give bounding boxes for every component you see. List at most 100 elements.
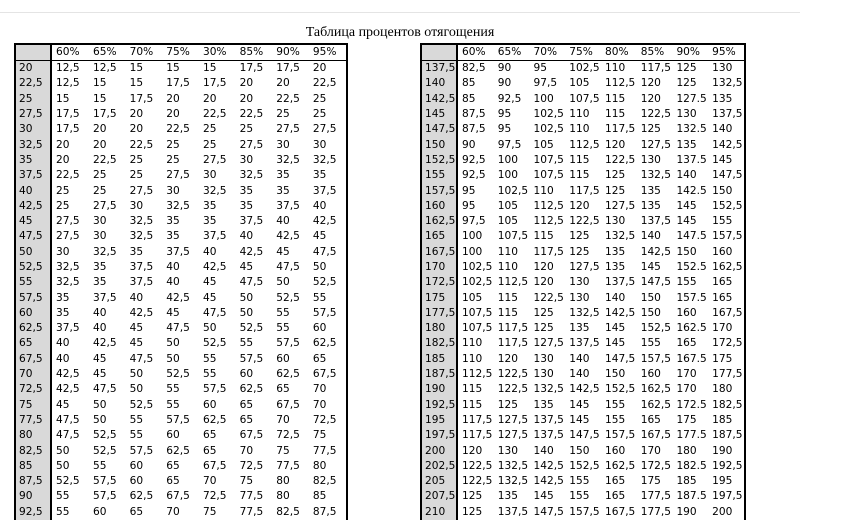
value-cell: 82,5	[276, 505, 300, 518]
value-cell: 40	[129, 291, 144, 304]
column-header: 90%	[672, 44, 709, 61]
value-cell: 80	[312, 459, 327, 472]
value-cell: 85	[462, 92, 476, 105]
value-cell: 37,5	[92, 291, 117, 304]
value-cell: 102,5	[533, 108, 564, 121]
value-cell: 20	[166, 92, 180, 105]
value-cell: 75	[312, 429, 327, 442]
value-cell: 125	[569, 245, 590, 258]
table-row: 75 45 50 52,5 55 60 65 67,5 70	[15, 397, 347, 413]
value-cell: 137,5	[533, 429, 564, 442]
row-weight-cell: 192,5	[421, 397, 458, 413]
value-cell: 65	[239, 398, 254, 411]
value-cell: 12,5	[92, 62, 117, 75]
value-cell: 125	[462, 505, 483, 518]
value-cell: 17,5	[166, 77, 190, 90]
value-cell: 42,5	[92, 337, 117, 350]
value-cell: 57,5	[202, 383, 227, 396]
value-cell: 15	[129, 77, 144, 90]
value-cell: 122,5	[462, 475, 493, 488]
row-weight-cell: 167,5	[421, 244, 458, 260]
percent-table-left: 60% 65% 70% 75% 30% 85% 90% 95% 20 12,5 12,5 15 15 15…	[14, 43, 348, 520]
value-cell: 57,5	[129, 444, 154, 457]
table-row: 200 120 130 140 150 160 170 180 190	[421, 443, 745, 459]
value-cell: 115	[462, 398, 483, 411]
value-cell: 60	[312, 322, 327, 335]
value-cell: 162,5	[604, 459, 636, 472]
value-cell: 15	[92, 92, 107, 105]
value-cell: 107,5	[462, 322, 493, 335]
value-cell: 45	[92, 368, 107, 381]
row-weight-cell: 137,5	[421, 60, 458, 77]
value-cell: 62,5	[202, 413, 227, 426]
value-cell: 167,5	[640, 429, 672, 442]
value-cell: 30	[129, 199, 144, 212]
value-cell: 147,5	[604, 352, 636, 365]
value-cell: 112,5	[462, 368, 493, 381]
value-cell: 65	[276, 383, 290, 396]
value-cell: 107,5	[569, 92, 600, 105]
table-row: 92,5 55 60 65 70 75 77,5 82,5 87,5	[15, 504, 347, 520]
value-cell: 47,5	[202, 306, 227, 319]
value-cell: 80	[276, 475, 290, 488]
value-cell: 155	[676, 276, 697, 289]
value-cell: 132,5	[712, 77, 743, 90]
page-top-divider	[0, 12, 800, 13]
value-cell: 62,5	[276, 368, 300, 381]
value-cell: 122,5	[462, 459, 493, 472]
row-weight-cell: 75	[15, 397, 52, 413]
table-row: 82,5 50 52,5 57,5 62,5 65 70 75 77,5	[15, 443, 347, 459]
value-cell: 90	[497, 77, 512, 90]
row-weight-cell: 47,5	[15, 229, 52, 245]
value-cell: 25	[56, 199, 70, 212]
table-row: 42,5 25 27,5 30 32,5 35 35 37,5 40	[15, 198, 347, 214]
value-cell: 197,5	[712, 490, 743, 503]
value-cell: 142.5	[676, 184, 707, 197]
value-cell: 162,5	[640, 398, 672, 411]
value-cell: 52,5	[166, 368, 190, 381]
column-header: 80%	[600, 44, 637, 61]
value-cell: 65	[312, 352, 327, 365]
percent-table-right: 60% 65% 70% 75% 80% 85% 90% 95% 137,5 82,5 90 95 102…	[420, 43, 746, 520]
value-cell: 30	[312, 138, 327, 151]
value-cell: 27,5	[56, 230, 80, 243]
value-cell: 120	[497, 352, 518, 365]
value-cell: 132,5	[533, 383, 564, 396]
value-cell: 47,5	[166, 322, 190, 335]
value-cell: 175	[676, 413, 697, 426]
value-cell: 47,5	[92, 383, 117, 396]
value-cell: 122,5	[604, 153, 636, 166]
table-row: 195 117,5 127,5 137,5 145 155 165 175 185	[421, 412, 745, 429]
value-cell: 172,5	[712, 337, 743, 350]
value-cell: 50	[239, 291, 254, 304]
value-cell: 117,5	[640, 62, 672, 75]
value-cell: 100	[462, 245, 483, 258]
table-row: 197,5 117,5 127,5 137,5 147,5 157,5 167,5 177.5…	[421, 428, 745, 444]
value-cell: 105	[497, 199, 518, 212]
value-cell: 70	[312, 383, 327, 396]
value-cell: 17,5	[276, 62, 300, 75]
row-weight-cell: 60	[15, 305, 52, 322]
table-row: 172,5 102,5 112,5 120 130 137,5 147,5 155 165	[421, 275, 745, 291]
value-cell: 37,5	[129, 276, 154, 289]
value-cell: 55	[166, 398, 180, 411]
value-cell: 82,5	[312, 475, 337, 488]
row-weight-cell: 207,5	[421, 489, 458, 505]
value-cell: 125	[640, 123, 661, 136]
value-cell: 135	[497, 490, 518, 503]
value-cell: 177,5	[640, 490, 672, 503]
table-row: 47,5 27,5 30 32,5 35 37,5 40 42,5 45	[15, 229, 347, 245]
table-row: 27,5 17,5 17,5 20 20 22,5 22,5 25 25	[15, 106, 347, 123]
row-weight-cell: 152,5	[421, 152, 458, 169]
document-title: Таблица процентов отягощения	[305, 25, 495, 40]
table-row: 170 102,5 110 120 127,5 135 145 152.5 162,5	[421, 259, 745, 276]
row-weight-cell: 45	[15, 213, 52, 230]
table-row: 192,5 115 125 135 145 155 162,5 172.5 182,5	[421, 397, 745, 413]
value-cell: 160	[640, 368, 661, 381]
value-cell: 35	[166, 230, 180, 243]
value-cell: 160	[676, 306, 697, 319]
value-cell: 170	[712, 322, 733, 335]
value-cell: 107,5	[497, 230, 529, 243]
value-cell: 52,5	[239, 322, 264, 335]
value-cell: 110	[604, 62, 626, 75]
